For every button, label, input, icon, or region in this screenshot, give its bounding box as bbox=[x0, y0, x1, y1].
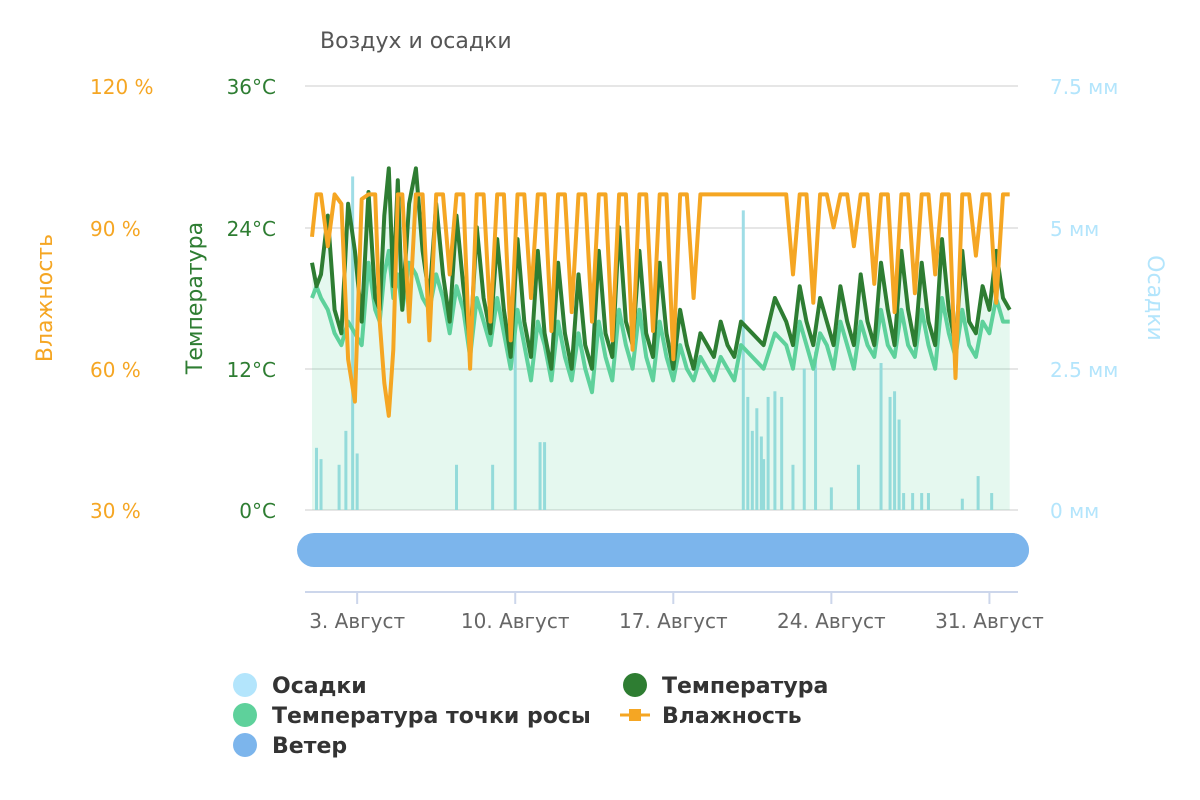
precipitation-axis-ticks: 7.5 мм 5 мм 2.5 мм 0 мм bbox=[1050, 75, 1118, 523]
temperature-tick-1: 24°C bbox=[227, 217, 276, 241]
temperature-axis-ticks: 36°C 24°C 12°C 0°C bbox=[227, 75, 276, 523]
humidity-axis-title: Влажность bbox=[33, 234, 58, 362]
precipitation-bar bbox=[315, 447, 319, 510]
temperature-axis-title: Температура bbox=[183, 222, 208, 375]
x-tick-label: 10. Август bbox=[461, 609, 570, 633]
precipitation-bar bbox=[344, 430, 348, 510]
precipitation-bar bbox=[762, 459, 766, 510]
precipitation-tick-1: 5 мм bbox=[1050, 217, 1099, 241]
precipitation-bar bbox=[879, 363, 883, 510]
precipitation-bar bbox=[926, 493, 930, 510]
precipitation-bar bbox=[791, 464, 795, 510]
precipitation-bar bbox=[990, 493, 994, 510]
precipitation-bar bbox=[897, 419, 901, 510]
precipitation-bar bbox=[759, 436, 763, 510]
precipitation-bar bbox=[888, 396, 892, 510]
x-tick-label: 31. Август bbox=[935, 609, 1044, 633]
legend-marker-precipitation bbox=[233, 673, 257, 697]
x-tick-label: 3. Август bbox=[309, 609, 405, 633]
humidity-tick-3: 30 % bbox=[90, 499, 141, 523]
temperature-tick-2: 12°C bbox=[227, 358, 276, 382]
legend: Осадки Температура Температура точки рос… bbox=[233, 673, 828, 759]
precipitation-bar bbox=[746, 396, 750, 510]
precipitation-bar bbox=[455, 464, 459, 510]
x-tick-label: 24. Август bbox=[777, 609, 886, 633]
precipitation-bar bbox=[750, 430, 754, 510]
precipitation-bar bbox=[773, 391, 777, 510]
legend-marker-wind bbox=[233, 733, 257, 757]
precipitation-bar bbox=[920, 493, 924, 510]
x-axis-ticks: 3. Август 10. Август 17. Август 24. Август 3… bbox=[309, 592, 1044, 633]
legend-label-temperature: Температура bbox=[662, 674, 828, 699]
precipitation-bar bbox=[766, 396, 770, 510]
precipitation-bar bbox=[780, 396, 784, 510]
legend-label-wind: Ветер bbox=[272, 734, 347, 759]
precipitation-bars bbox=[315, 176, 994, 510]
precipitation-bar bbox=[814, 351, 818, 510]
precipitation-bar bbox=[538, 442, 542, 510]
precipitation-tick-0: 7.5 мм bbox=[1050, 75, 1118, 99]
legend-label-humidity: Влажность bbox=[662, 704, 802, 729]
temperature-line-group bbox=[310, 166, 1012, 371]
precipitation-bar bbox=[337, 464, 341, 510]
temperature-line bbox=[310, 166, 1012, 371]
precipitation-bar bbox=[802, 368, 806, 510]
precipitation-bar bbox=[893, 391, 897, 510]
legend-marker-dew-point bbox=[233, 703, 257, 727]
legend-item-wind[interactable]: Ветер bbox=[233, 733, 347, 759]
legend-item-precipitation[interactable]: Осадки bbox=[233, 673, 367, 699]
precipitation-bar bbox=[355, 453, 359, 510]
precipitation-bar bbox=[902, 493, 906, 510]
legend-marker-temperature bbox=[623, 673, 647, 697]
x-tick-label: 17. Август bbox=[619, 609, 728, 633]
humidity-line bbox=[310, 192, 1010, 418]
temperature-area bbox=[312, 168, 1010, 510]
precipitation-bar bbox=[911, 493, 915, 510]
humidity-tick-1: 90 % bbox=[90, 217, 141, 241]
temperature-area-fill bbox=[312, 168, 1010, 510]
precipitation-bar bbox=[513, 244, 517, 510]
legend-item-humidity[interactable]: Влажность bbox=[620, 704, 802, 729]
precipitation-bar bbox=[741, 210, 745, 510]
precipitation-bar bbox=[829, 487, 833, 510]
precipitation-bar bbox=[319, 459, 323, 510]
temperature-tick-0: 36°C bbox=[227, 75, 276, 99]
temperature-tick-3: 0°C bbox=[239, 499, 276, 523]
precipitation-bar bbox=[755, 408, 759, 510]
legend-item-dew-point[interactable]: Температура точки росы bbox=[233, 703, 591, 729]
humidity-tick-2: 60 % bbox=[90, 358, 141, 382]
precipitation-bar bbox=[351, 176, 355, 510]
precipitation-bar bbox=[976, 476, 980, 510]
chart-title: Воздух и осадки bbox=[320, 29, 512, 54]
humidity-tick-0: 120 % bbox=[90, 75, 154, 99]
precipitation-bar bbox=[491, 464, 495, 510]
humidity-axis-ticks: 120 % 90 % 60 % 30 % bbox=[90, 75, 154, 523]
precipitation-tick-2: 2.5 мм bbox=[1050, 358, 1118, 382]
legend-label-dew-point: Температура точки росы bbox=[272, 704, 591, 729]
legend-marker-humidity bbox=[629, 709, 641, 721]
legend-item-temperature[interactable]: Температура bbox=[623, 673, 828, 699]
precipitation-tick-3: 0 мм bbox=[1050, 499, 1099, 523]
precipitation-axis-title: Осадки bbox=[1142, 255, 1167, 341]
legend-label-precipitation: Осадки bbox=[272, 674, 367, 699]
precipitation-bar bbox=[856, 464, 860, 510]
precipitation-bar bbox=[543, 442, 547, 510]
humidity-line-group bbox=[310, 192, 1010, 418]
precipitation-bar bbox=[960, 498, 964, 510]
